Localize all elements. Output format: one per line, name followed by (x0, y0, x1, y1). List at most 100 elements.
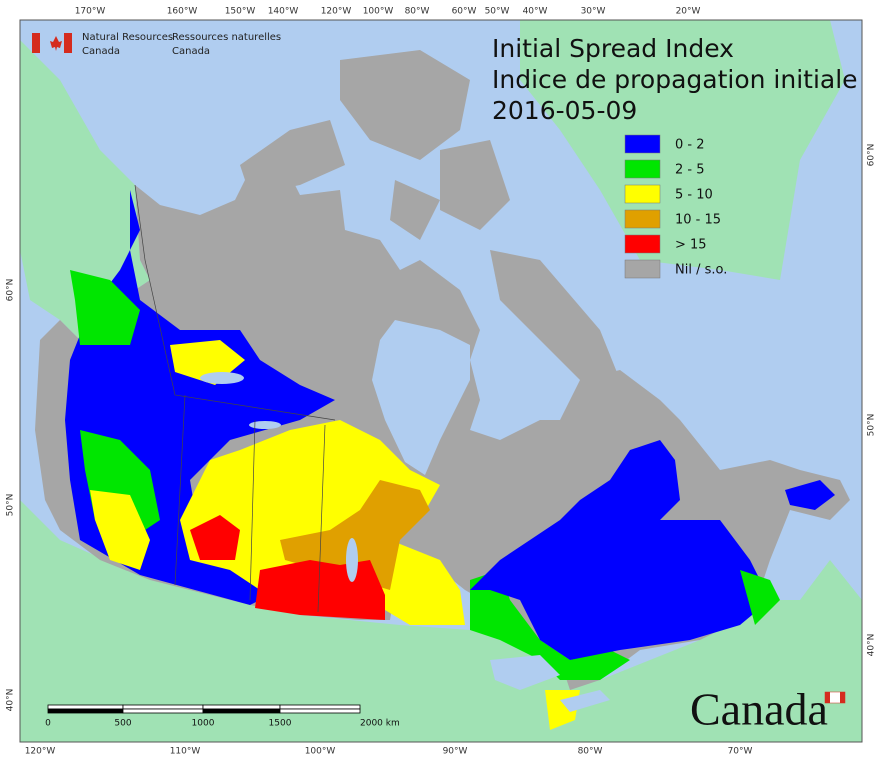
scale-label: 1500 (269, 719, 292, 729)
legend-label: 2 - 5 (675, 163, 705, 178)
graticule-label: 120°W (321, 7, 352, 17)
graticule-label: 100°W (363, 7, 394, 17)
graticule-label: 170°W (75, 7, 106, 17)
agency-fr: Ressources naturelles (172, 32, 281, 43)
scale-segment (122, 704, 204, 710)
lake (249, 421, 281, 429)
graticule-label: 40°N (6, 689, 16, 712)
scale-label: 2000 km (360, 719, 400, 729)
lake (490, 655, 560, 690)
graticule-label: 70°W (728, 747, 753, 757)
index-patch (255, 560, 385, 620)
lake (200, 372, 244, 384)
borders (134, 184, 336, 613)
graticule-label: 60°W (452, 7, 477, 17)
scale-segment (279, 704, 361, 710)
legend-swatch (624, 184, 661, 204)
graticule-label: 20°W (676, 7, 701, 17)
graticule-label: 140°W (268, 7, 299, 17)
graticule-label: 90°W (443, 747, 468, 757)
index-patch (90, 490, 150, 570)
graticule-label: 40°W (523, 7, 548, 17)
scale-segment (122, 708, 204, 714)
united-states (20, 500, 862, 742)
flag-bar (825, 692, 830, 703)
frame (19, 19, 863, 743)
scale-segment (47, 704, 124, 710)
graticule-labels: 170°W 160°W 150°W 140°W 120°W 100°W 80°W 60°W 50… (6, 7, 877, 757)
title: Initial Spread Index (492, 34, 734, 63)
index-patch (180, 420, 465, 625)
scale-segment (47, 708, 124, 714)
flag-bar (840, 692, 845, 703)
scale-label: 0 (45, 719, 51, 729)
hudson-bay (372, 320, 470, 475)
wordmark: Canada (690, 684, 828, 735)
graticule-label: 80°W (578, 747, 603, 757)
graticule-label: 50°W (485, 7, 510, 17)
agency-en: Natural Resources (82, 32, 173, 43)
graticule-label: 150°W (225, 7, 256, 17)
agency-header: Natural Resources Canada Ressources natu… (32, 32, 281, 57)
graticule-label: 30°W (581, 7, 606, 17)
graticule-label: 60°N (867, 144, 877, 167)
index-patch (740, 570, 780, 625)
maple-leaf (50, 36, 62, 51)
border (317, 424, 326, 613)
border (249, 419, 256, 601)
island (440, 140, 510, 230)
scale-segment (202, 708, 281, 714)
index-patch (70, 270, 140, 345)
graticule-label: 160°W (167, 7, 198, 17)
agency-fr: Canada (172, 46, 210, 57)
other-land (20, 20, 862, 742)
scale-segment (202, 704, 281, 710)
border (174, 394, 186, 586)
graticule-label: 100°W (305, 747, 336, 757)
alaska (20, 40, 150, 340)
graticule-label: 50°N (6, 494, 16, 517)
legend-swatch (624, 134, 661, 154)
index-patch (785, 480, 835, 510)
wordmark-group: Canada (690, 684, 846, 735)
subtitle: Indice de propagation initiale (492, 65, 858, 94)
legend-label: 5 - 10 (675, 188, 713, 203)
graticule-label: 60°N (6, 279, 16, 302)
legend-swatch (624, 259, 661, 279)
flag-bar (32, 33, 40, 53)
legend-label: Nil / s.o. (675, 263, 727, 278)
graticule-label: 80°W (405, 7, 430, 17)
lake (346, 538, 358, 582)
index-patches (65, 190, 835, 730)
island (280, 215, 350, 270)
scale-label: 1000 (192, 719, 215, 729)
index-patch (190, 515, 240, 560)
island (240, 120, 345, 195)
border (134, 184, 336, 421)
lake (560, 690, 610, 712)
island (390, 180, 440, 240)
island (340, 50, 470, 160)
scale-segment (279, 708, 361, 714)
graticule-label: 120°W (25, 747, 56, 757)
lakes (200, 372, 610, 712)
graticule-label: 110°W (170, 747, 201, 757)
index-patch (470, 440, 770, 660)
legend-label: > 15 (675, 238, 707, 253)
legend: 0 - 2 2 - 5 5 - 10 10 - 15 > 15 Nil / s.o. (624, 134, 727, 279)
legend-label: 10 - 15 (675, 213, 721, 228)
graticule-label: 40°N (867, 634, 877, 657)
legend-swatch (624, 209, 661, 229)
legend-swatch (624, 234, 661, 254)
flag-bar (64, 33, 72, 53)
greenland (520, 20, 845, 280)
graticule-label: 50°N (867, 414, 877, 437)
scale-label: 500 (114, 719, 131, 729)
legend-swatch (624, 159, 661, 179)
agency-en: Canada (82, 46, 120, 57)
scale-bar: 0 500 1000 1500 2000 km (45, 704, 400, 729)
baffin-island (490, 250, 620, 380)
date: 2016-05-09 (492, 96, 637, 125)
legend-label: 0 - 2 (675, 138, 705, 153)
